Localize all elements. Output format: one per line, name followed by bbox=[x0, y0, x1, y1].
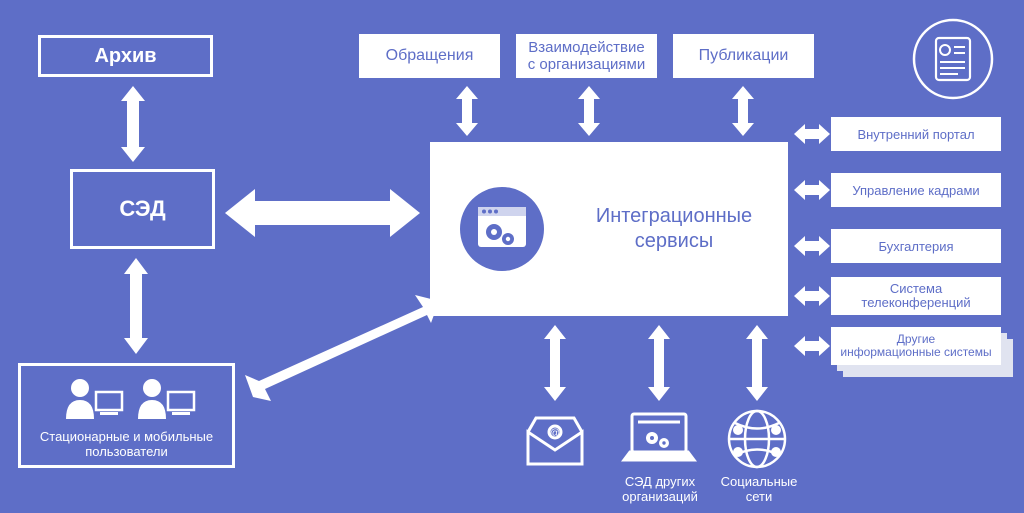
top-orgs-box: Взаимодействие с организациями bbox=[514, 32, 659, 80]
social-label: Социальные сети bbox=[704, 475, 814, 505]
top-orgs-label1: Взаимодействие bbox=[528, 39, 644, 56]
svc-5: Другие информационные системы bbox=[831, 327, 1001, 365]
arrow-bot-3 bbox=[742, 325, 772, 401]
arrow-bot-2 bbox=[644, 325, 674, 401]
top-appeals-box: Обращения bbox=[357, 32, 502, 80]
arrow-r5 bbox=[794, 334, 830, 358]
arrow-top-3 bbox=[728, 86, 758, 136]
svg-text:@: @ bbox=[550, 428, 560, 439]
svc-2: Управление кадрами bbox=[831, 173, 1001, 207]
arrow-top-1 bbox=[452, 86, 482, 136]
arrow-r4 bbox=[794, 284, 830, 308]
top-pub-label: Публикации bbox=[699, 47, 789, 65]
arrow-top-2 bbox=[574, 86, 604, 136]
users-box: Стационарные и мобильные пользователи bbox=[18, 363, 235, 468]
center-label1: Интеграционные bbox=[570, 204, 778, 229]
laptop-gears-icon bbox=[620, 408, 698, 470]
arrow-users-center bbox=[245, 295, 445, 405]
center-box: Интеграционные сервисы bbox=[428, 140, 790, 318]
sed-label: СЭД bbox=[119, 196, 165, 222]
email-icon: @ bbox=[522, 410, 588, 470]
users-label: Стационарные и мобильные пользователи bbox=[27, 429, 227, 459]
top-pub-box: Публикации bbox=[671, 32, 816, 80]
archive-box: Архив bbox=[38, 35, 213, 77]
svc-4: Система телеконференций bbox=[831, 277, 1001, 315]
svc-3: Бухгалтерия bbox=[831, 229, 1001, 263]
arrow-r2 bbox=[794, 178, 830, 202]
top-orgs-label2: с организациями bbox=[528, 56, 646, 73]
sed-other-label: СЭД других организаций bbox=[605, 475, 715, 505]
center-label2: сервисы bbox=[570, 229, 778, 254]
portal-circle-icon bbox=[912, 18, 994, 100]
gears-window-icon bbox=[458, 185, 546, 273]
arrow-sed-center bbox=[225, 185, 420, 241]
arrow-r1 bbox=[794, 122, 830, 146]
arrow-sed-users bbox=[118, 258, 154, 354]
users-icon bbox=[52, 374, 202, 429]
arrow-bot-1 bbox=[540, 325, 570, 401]
svc-1: Внутренний портал bbox=[831, 117, 1001, 151]
social-globe-icon bbox=[724, 406, 790, 472]
arrow-r3 bbox=[794, 234, 830, 258]
sed-box: СЭД bbox=[70, 169, 215, 249]
top-appeals-label: Обращения bbox=[386, 47, 474, 65]
archive-label: Архив bbox=[94, 45, 156, 68]
arrow-archive-sed bbox=[115, 86, 151, 162]
